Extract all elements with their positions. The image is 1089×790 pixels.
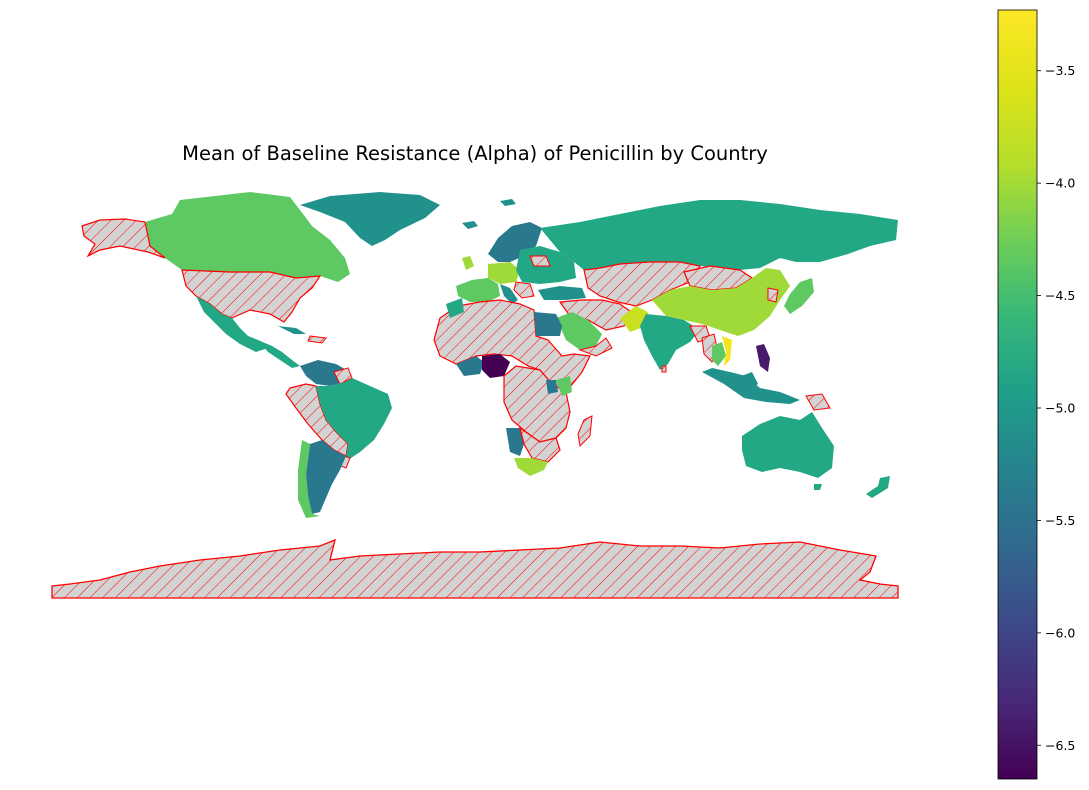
country-philippines <box>756 344 770 372</box>
country-nigeria <box>482 354 510 378</box>
country-egypt <box>534 312 562 336</box>
colorbar-tick-label: −5.5 <box>1045 513 1075 528</box>
country-sri-lanka-missing <box>661 365 667 373</box>
country-india <box>640 314 700 370</box>
country-morocco <box>446 298 464 318</box>
country-greenland <box>300 192 440 246</box>
colorbar-ticks: −3.5 −4.0 −4.5 −5.0 −5.5 −6.0 −6.5 <box>1037 63 1075 753</box>
country-north-africa-missing <box>433 299 591 393</box>
country-new-zealand <box>866 476 890 498</box>
country-italy <box>500 284 518 304</box>
country-australia <box>742 412 834 478</box>
country-namibia <box>506 428 524 456</box>
country-western-europe <box>456 278 500 302</box>
country-saudi-arabia <box>556 312 602 350</box>
country-russia <box>540 200 898 270</box>
colorbar-tick-label: −4.5 <box>1045 288 1075 303</box>
country-southern-africa-missing <box>519 426 561 463</box>
country-south-africa <box>514 458 548 476</box>
country-turkey <box>538 286 586 300</box>
country-chile <box>298 440 320 518</box>
country-uk <box>462 256 474 270</box>
country-cuba <box>278 326 306 334</box>
country-central-asia-missing <box>583 261 701 307</box>
country-madagascar-missing <box>577 415 593 448</box>
country-canada-islands <box>180 198 295 214</box>
country-china <box>652 268 790 336</box>
colorbar-tick-label: −3.5 <box>1045 63 1075 78</box>
country-japan <box>784 278 814 314</box>
country-tasmania <box>814 484 822 490</box>
map-title: Mean of Baseline Resistance (Alpha) of P… <box>182 142 768 165</box>
colorbar-tick-label: −6.5 <box>1045 738 1075 753</box>
country-thailand <box>712 342 726 366</box>
country-east-africa <box>546 380 558 394</box>
colorbar-tick-label: −6.0 <box>1045 625 1075 640</box>
colorbar-gradient <box>997 9 1038 780</box>
country-borneo <box>736 372 758 392</box>
country-west-africa <box>456 356 484 376</box>
country-iceland <box>462 221 478 229</box>
country-korea-missing <box>767 287 779 303</box>
country-central-europe <box>488 262 520 284</box>
country-svalbard <box>500 199 516 206</box>
country-antarctica-missing <box>51 538 899 599</box>
country-png-missing <box>805 393 831 411</box>
country-canada <box>145 192 350 282</box>
country-caribbean-missing <box>307 335 327 344</box>
country-central-america <box>258 340 300 368</box>
country-mexico <box>196 296 268 352</box>
country-belarus-missing <box>529 255 551 267</box>
country-balkans-missing <box>513 281 535 299</box>
country-kenya <box>556 376 572 396</box>
country-brazil <box>316 378 392 460</box>
colorbar-tick-label: −5.0 <box>1045 400 1075 415</box>
country-argentina <box>306 440 346 514</box>
country-alaska-missing <box>81 218 166 259</box>
country-vietnam <box>722 336 732 366</box>
colorbar-tick-label: −4.0 <box>1045 176 1075 191</box>
country-yemen-missing <box>578 337 613 357</box>
